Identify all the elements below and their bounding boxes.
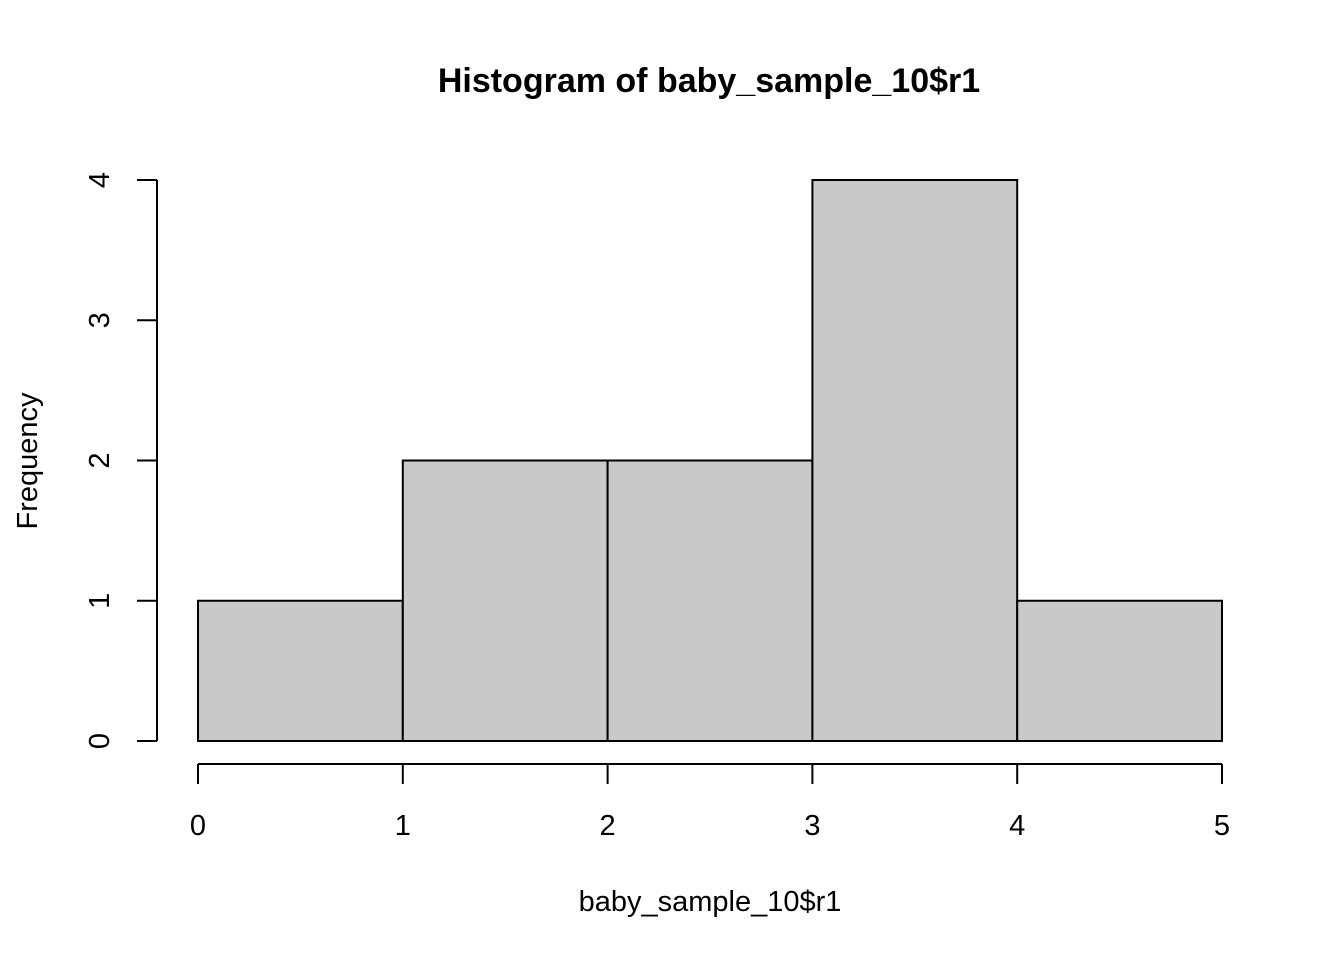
y-tick-label-2: 2	[84, 452, 116, 468]
histogram-bars	[197, 179, 1224, 742]
x-tick-label-0: 0	[190, 810, 206, 842]
y-tick-label-3: 3	[84, 312, 116, 328]
x-tick-label-5: 5	[1214, 810, 1230, 842]
y-axis: 0 1 2 3 4	[84, 172, 158, 749]
x-tick-label-1: 1	[395, 810, 411, 842]
chart-title: Histogram of baby_sample_10$r1	[438, 62, 980, 100]
y-tick-label-0: 0	[84, 733, 116, 749]
y-tick-label-4: 4	[84, 172, 116, 188]
histogram-bar-2	[606, 459, 814, 742]
y-axis-title: Frequency	[12, 392, 44, 530]
y-tick-label-1: 1	[84, 593, 116, 609]
histogram-bar-0	[197, 599, 404, 742]
x-axis-title: baby_sample_10$r1	[579, 886, 842, 918]
histogram-bar-3	[811, 179, 1019, 742]
x-tick-label-2: 2	[600, 810, 616, 842]
x-axis: 0 1 2 3 4 5	[190, 763, 1230, 842]
x-tick-label-3: 3	[804, 810, 820, 842]
histogram-bar-4	[1016, 599, 1224, 742]
histogram-bar-1	[401, 459, 609, 742]
x-tick-label-4: 4	[1009, 810, 1025, 842]
